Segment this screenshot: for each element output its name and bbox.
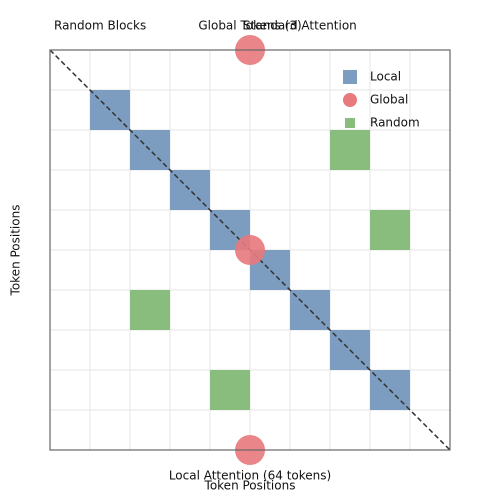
y-axis-label: Token Positions — [9, 205, 23, 297]
annotation: Global Tokens (3) — [198, 19, 301, 33]
legend-marker — [343, 70, 357, 84]
legend-marker — [345, 118, 355, 128]
x-axis-label: Token Positions — [204, 479, 296, 493]
plot-frame — [49, 49, 451, 451]
legend-label: Random — [370, 116, 420, 130]
legend-label: Local — [370, 70, 401, 84]
legend-marker — [343, 93, 357, 107]
annotation: Random Blocks — [54, 19, 146, 33]
block — [370, 210, 410, 250]
annotation: Standard Attention — [243, 19, 357, 33]
global-token — [235, 235, 265, 265]
legend-label: Global — [370, 93, 408, 107]
block — [330, 130, 370, 170]
block — [130, 290, 170, 330]
block — [210, 370, 250, 410]
annotation: Local Attention (64 tokens) — [169, 469, 331, 483]
